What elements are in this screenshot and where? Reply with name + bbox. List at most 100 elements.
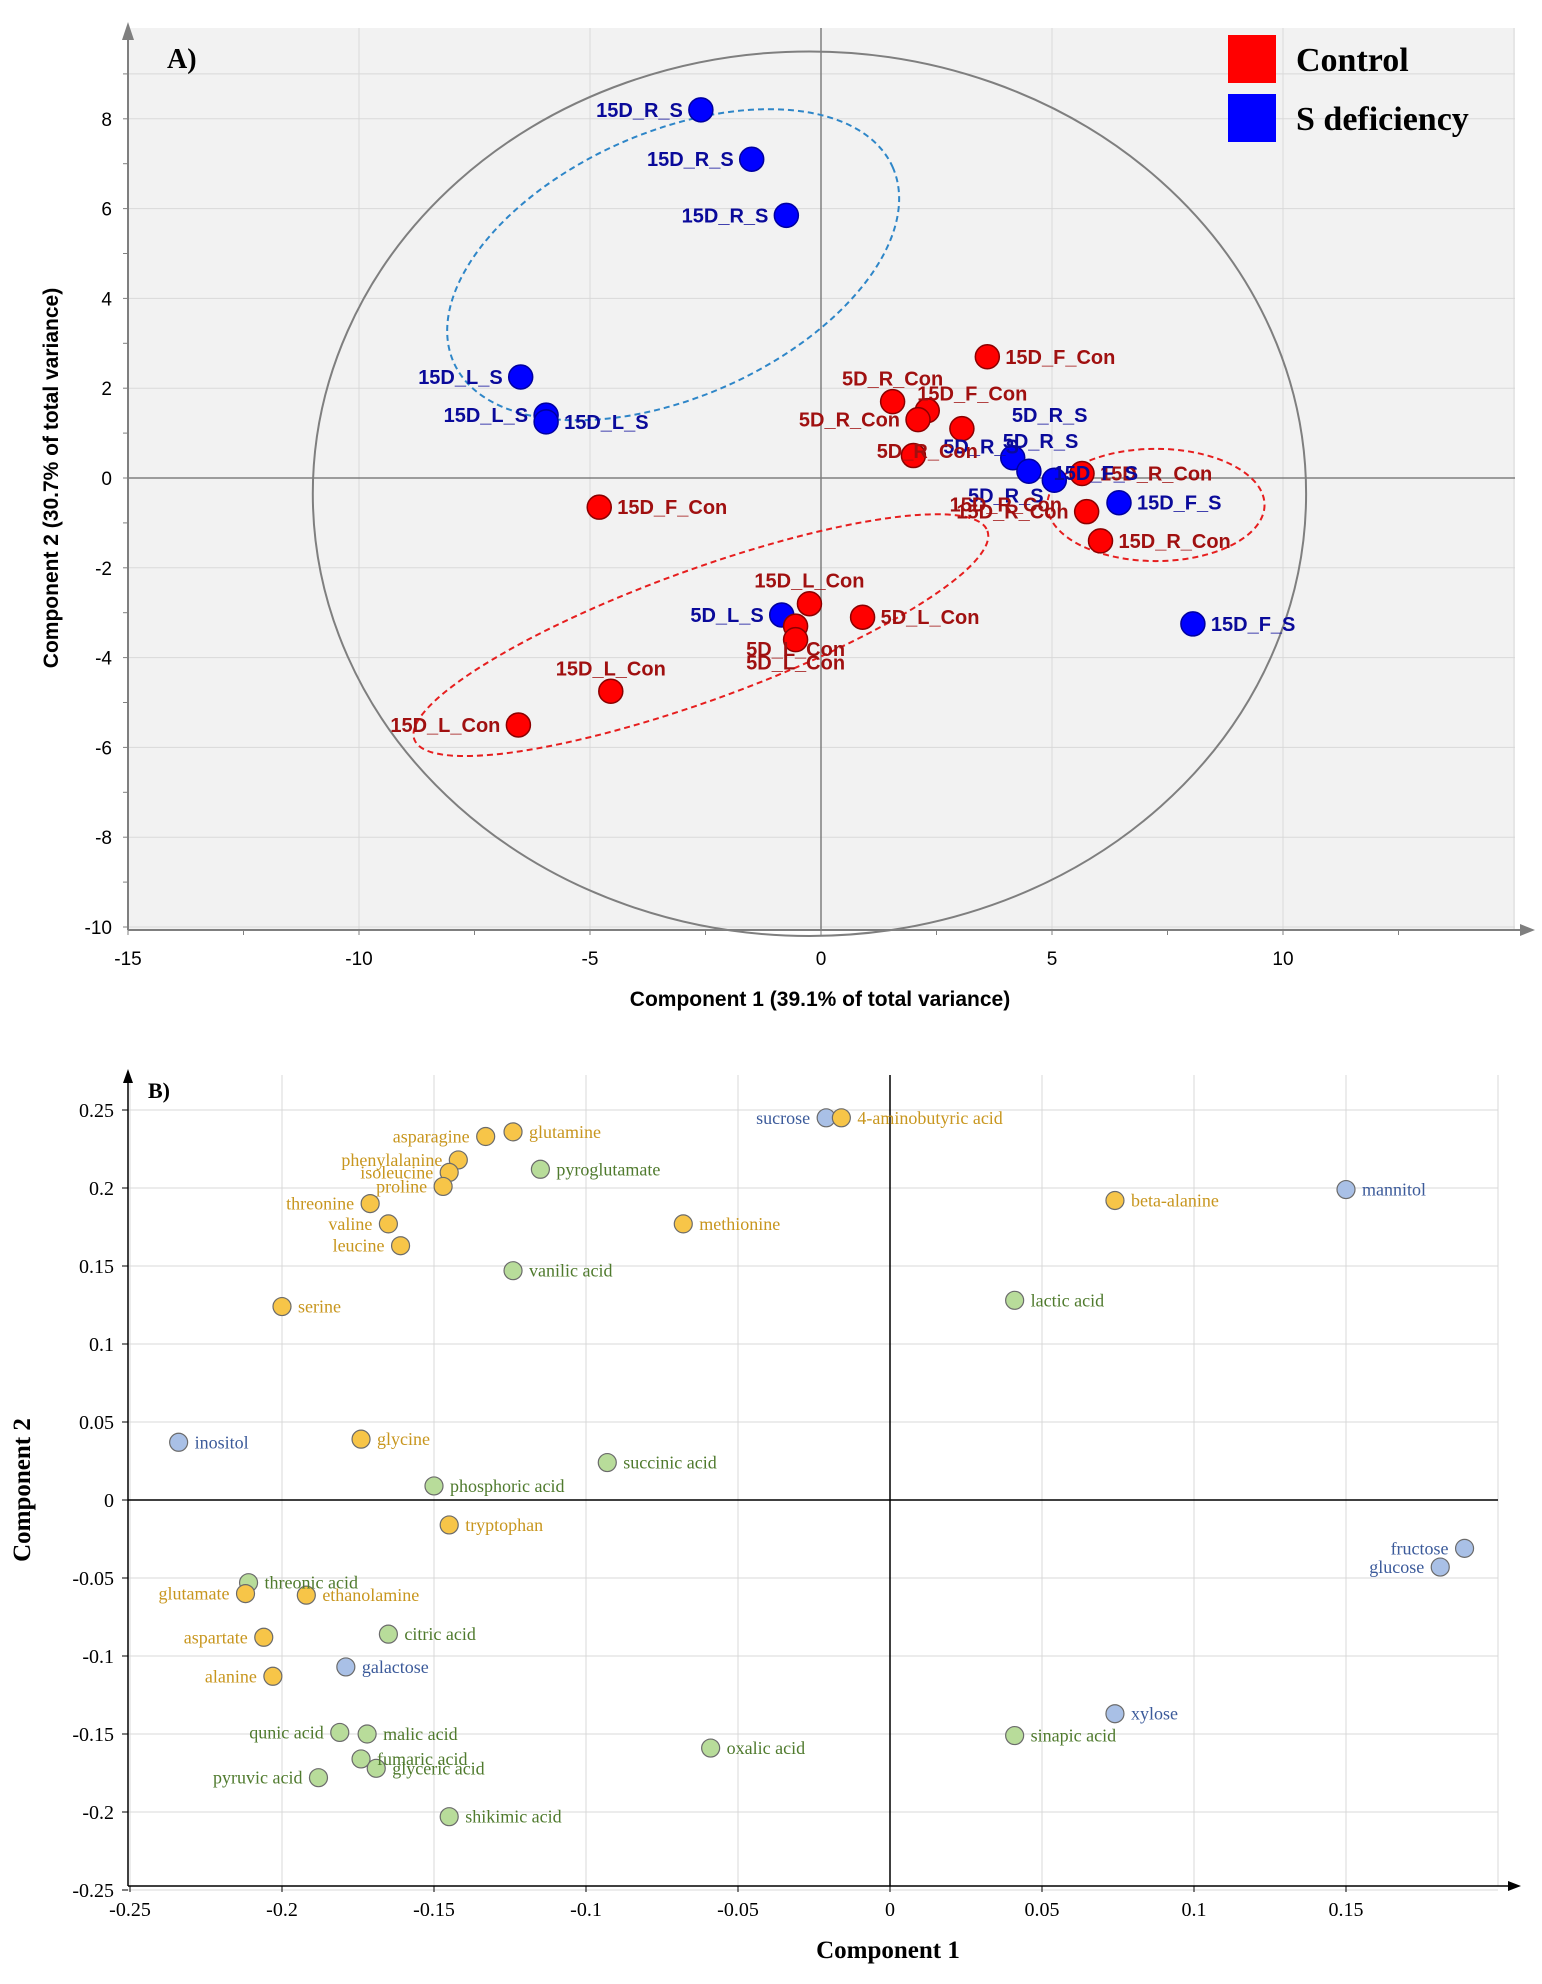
y-tick-label: -0.25 — [72, 1880, 114, 1902]
loading-label: threonine — [286, 1194, 354, 1214]
loading-label: proline — [376, 1176, 427, 1196]
loading-label: threonic acid — [265, 1573, 358, 1593]
group-ellipse — [446, 108, 901, 422]
loading-label: 4-aminobutyric acid — [857, 1108, 1002, 1128]
loading-label: phenylalanine — [341, 1150, 442, 1170]
loading-label: pyroglutamate — [556, 1159, 660, 1179]
y-tick-label: 0.1 — [89, 1334, 114, 1356]
y-tick-label: -0.05 — [72, 1568, 114, 1590]
point-label: 5D_L_Con — [881, 607, 980, 629]
x-axis-arrow-b — [1508, 1881, 1521, 1891]
point-label: 15D_L_S — [564, 412, 649, 434]
loading-point — [378, 1214, 398, 1234]
point-label: 15D_L_S — [418, 367, 503, 389]
loading-label: glucose — [1369, 1557, 1424, 1577]
x-tick-label: -10 — [345, 949, 372, 970]
legend-swatch — [1228, 94, 1276, 142]
loading-label: glutamate — [159, 1584, 230, 1604]
panel-b-loadings: -0.25 -0.2 -0.15 -0.1 -0.05 0 0.05 0.1 0.15 -0.25… — [9, 1069, 1521, 1964]
y-tick-label: -10 — [85, 918, 112, 939]
loading-label: oxalic acid — [727, 1738, 805, 1758]
loading-label: fructose — [1391, 1538, 1449, 1558]
loading-point — [439, 1515, 459, 1535]
data-point — [507, 364, 534, 390]
y-tick-label: -0.2 — [82, 1802, 114, 1824]
legend-a: Control S deficiency — [1228, 35, 1469, 142]
x-tick-label: 5 — [1047, 949, 1058, 970]
x-tick-label: 0.05 — [1025, 1899, 1060, 1921]
panel-label-a: A) — [167, 44, 197, 75]
loading-label: fumaric acid — [377, 1749, 467, 1769]
loading-label: sinapic acid — [1031, 1726, 1116, 1746]
y-tick-label: -2 — [95, 559, 112, 580]
loading-point — [1105, 1704, 1125, 1724]
loading-point — [424, 1476, 444, 1496]
loading-point — [390, 1236, 411, 1256]
point-label: 15D_F_S — [1137, 493, 1222, 515]
loading-point — [263, 1666, 283, 1686]
x-tick-label: 10 — [1272, 949, 1293, 970]
y-axis-title-a: Component 2 (30.7% of total variance) — [40, 288, 63, 668]
x-tick-label: -0.2 — [266, 1899, 298, 1921]
x-tick-label: -15 — [114, 949, 141, 970]
loading-label: glycine — [377, 1429, 430, 1449]
loading-point — [360, 1193, 380, 1214]
y-tick-label: -8 — [95, 828, 112, 849]
data-point — [738, 146, 765, 172]
x-tick-label: 0.1 — [1182, 1899, 1207, 1921]
point-label: 15D_R_S — [596, 100, 683, 122]
loading-point — [1105, 1190, 1125, 1211]
loading-point — [831, 1108, 851, 1128]
point-label: 15D_L_S — [444, 405, 529, 427]
point-label: 5D_R_S — [943, 436, 1019, 458]
data-point — [796, 590, 823, 617]
data-point — [900, 442, 927, 469]
data-point — [1016, 458, 1042, 485]
y-axis-arrow — [122, 22, 134, 40]
loading-label: qunic acid — [249, 1722, 323, 1742]
y-tick-label: -4 — [95, 649, 112, 670]
loading-label: glyceric acid — [392, 1758, 484, 1778]
data-point — [1041, 467, 1068, 493]
point-label: 15D_L_Con — [754, 571, 864, 593]
x-tick-label: -0.25 — [109, 1899, 151, 1921]
loading-label: methionine — [699, 1214, 780, 1234]
point-label: 15D_F_Con — [617, 497, 727, 519]
loading-label: ethanolamine — [322, 1585, 419, 1605]
correlation-circle — [311, 50, 1308, 937]
data-point — [1180, 611, 1206, 637]
loading-point — [254, 1627, 274, 1647]
y-tick-label: 0.15 — [79, 1256, 114, 1278]
point-label: 5D_R_Con — [877, 441, 978, 463]
loading-point — [272, 1296, 292, 1317]
data-point — [688, 97, 714, 123]
point-label: 15D_R_S — [647, 149, 734, 171]
loading-point — [378, 1624, 398, 1644]
point-label: 15D_F_Con — [917, 384, 1027, 406]
data-point — [849, 604, 876, 630]
loading-point — [351, 1429, 371, 1449]
x-tick-label: -0.1 — [570, 1899, 602, 1921]
y-tick-label: 0.25 — [79, 1100, 114, 1122]
loading-point — [1454, 1538, 1475, 1558]
loading-label: shikimic acid — [465, 1807, 561, 1827]
point-label: 5D_L_Con — [746, 639, 845, 661]
loading-label: sucrose — [756, 1108, 810, 1128]
legend-label: Control — [1296, 42, 1409, 79]
loading-label: vanilic acid — [529, 1261, 612, 1281]
point-label: 5D_R_S — [1003, 431, 1079, 453]
x-tick-label: -0.05 — [717, 1899, 759, 1921]
loading-point — [336, 1657, 356, 1677]
x-tick-label: -5 — [582, 949, 599, 970]
group-ellipse — [412, 513, 990, 758]
loading-point — [1336, 1179, 1356, 1200]
x-axis-title-b: Component 1 — [816, 1937, 960, 1964]
y-axis-title-b: Component 2 — [9, 1418, 36, 1562]
y-tick-label: 0 — [104, 1490, 114, 1512]
loading-label: tryptophan — [465, 1515, 543, 1535]
point-label: 15D_R_Con — [950, 495, 1062, 517]
loading-label: succinic acid — [623, 1453, 716, 1473]
loading-label: pyruvic acid — [213, 1768, 302, 1788]
